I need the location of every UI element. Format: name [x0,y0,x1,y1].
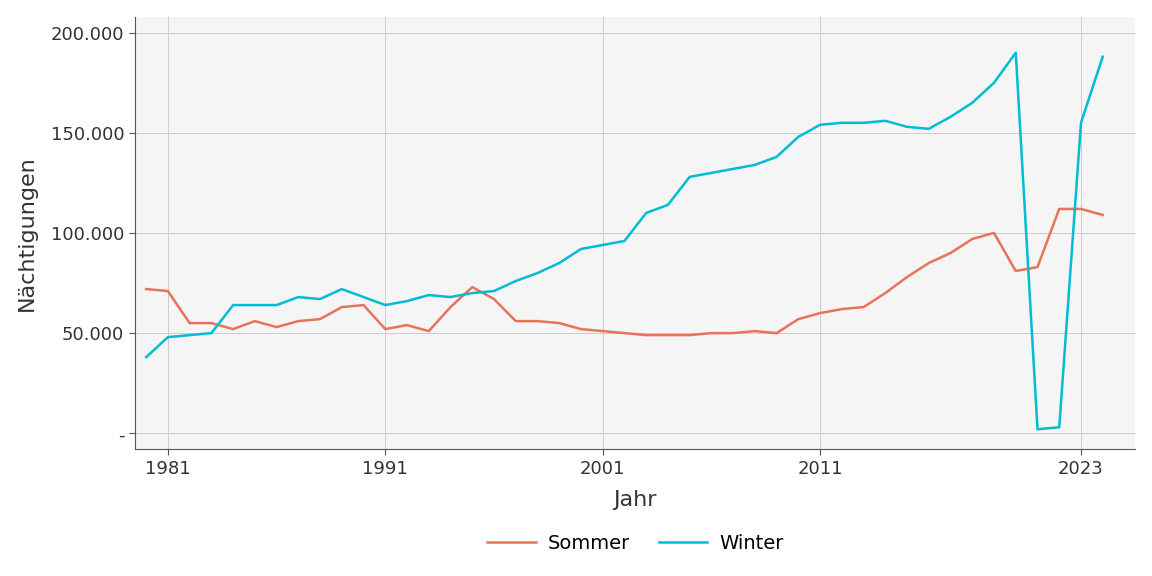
Sommer [1031,264,1045,271]
Winter [879,118,893,124]
Winter [574,245,588,252]
Sommer [183,320,197,327]
Winter [444,294,457,301]
Legend: Sommer, Winter: Sommer, Winter [479,526,791,560]
Sommer [639,332,653,339]
Y-axis label: Nächtigungen: Nächtigungen [16,155,37,311]
Sommer [400,321,414,328]
Winter [617,237,631,244]
Sommer [879,290,893,297]
Sommer [857,304,871,310]
Winter [487,287,501,294]
Winter [987,79,1001,86]
Winter [661,202,675,209]
Sommer [552,320,566,327]
Winter [683,173,697,180]
Sommer [683,332,697,339]
Winter [596,241,609,248]
Sommer [617,329,631,336]
Winter [1096,53,1109,60]
Winter [378,302,392,309]
Winter [270,302,283,309]
Winter [552,260,566,267]
Winter [357,294,371,301]
Winter [965,99,979,106]
Sommer [161,287,175,294]
Winter [335,286,349,293]
Sommer [1052,206,1066,213]
Winter [161,334,175,340]
Sommer [270,324,283,331]
Sommer [965,236,979,242]
Sommer [291,317,305,324]
Winter [531,270,545,276]
Winter [183,332,197,339]
Sommer [922,260,935,267]
Winter [813,122,827,128]
Winter [922,126,935,132]
Winter [791,134,805,141]
Winter [748,161,761,168]
Winter [835,119,849,126]
Winter [226,302,240,309]
Sommer [378,325,392,332]
Winter [705,169,719,176]
Sommer [204,320,218,327]
Sommer [791,316,805,323]
Winter [1031,426,1045,433]
Sommer [226,325,240,332]
Sommer [357,302,371,309]
Line: Winter: Winter [146,53,1102,429]
Line: Sommer: Sommer [146,209,1102,335]
Sommer [661,332,675,339]
Winter [857,119,871,126]
Sommer [248,317,262,324]
Sommer [1074,206,1087,213]
Winter [400,298,414,305]
Sommer [943,249,957,256]
Sommer [813,310,827,317]
Sommer [335,304,349,310]
Sommer [487,295,501,302]
Winter [204,329,218,336]
Winter [943,113,957,120]
Winter [639,210,653,217]
Winter [1074,119,1087,126]
Sommer [531,317,545,324]
Winter [291,294,305,301]
Winter [1009,50,1023,56]
Sommer [509,317,523,324]
Sommer [987,229,1001,236]
Sommer [748,328,761,335]
Sommer [444,304,457,310]
Winter [139,354,153,361]
Winter [770,153,783,160]
Sommer [422,328,435,335]
Sommer [705,329,719,336]
Sommer [139,286,153,293]
Sommer [770,329,783,336]
Winter [1052,424,1066,431]
Winter [313,295,327,302]
Sommer [835,306,849,313]
Winter [726,165,740,172]
X-axis label: Jahr: Jahr [614,490,657,510]
Sommer [313,316,327,323]
Winter [422,291,435,298]
Sommer [465,283,479,290]
Sommer [1009,268,1023,275]
Sommer [726,329,740,336]
Winter [509,278,523,285]
Winter [900,123,914,130]
Sommer [574,325,588,332]
Sommer [900,274,914,281]
Winter [465,290,479,297]
Winter [248,302,262,309]
Sommer [1096,211,1109,218]
Sommer [596,328,609,335]
